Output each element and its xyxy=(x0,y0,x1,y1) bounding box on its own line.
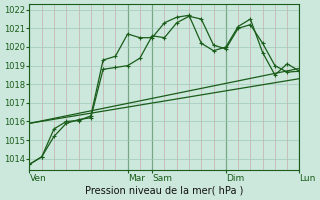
X-axis label: Pression niveau de la mer( hPa ): Pression niveau de la mer( hPa ) xyxy=(85,186,244,196)
